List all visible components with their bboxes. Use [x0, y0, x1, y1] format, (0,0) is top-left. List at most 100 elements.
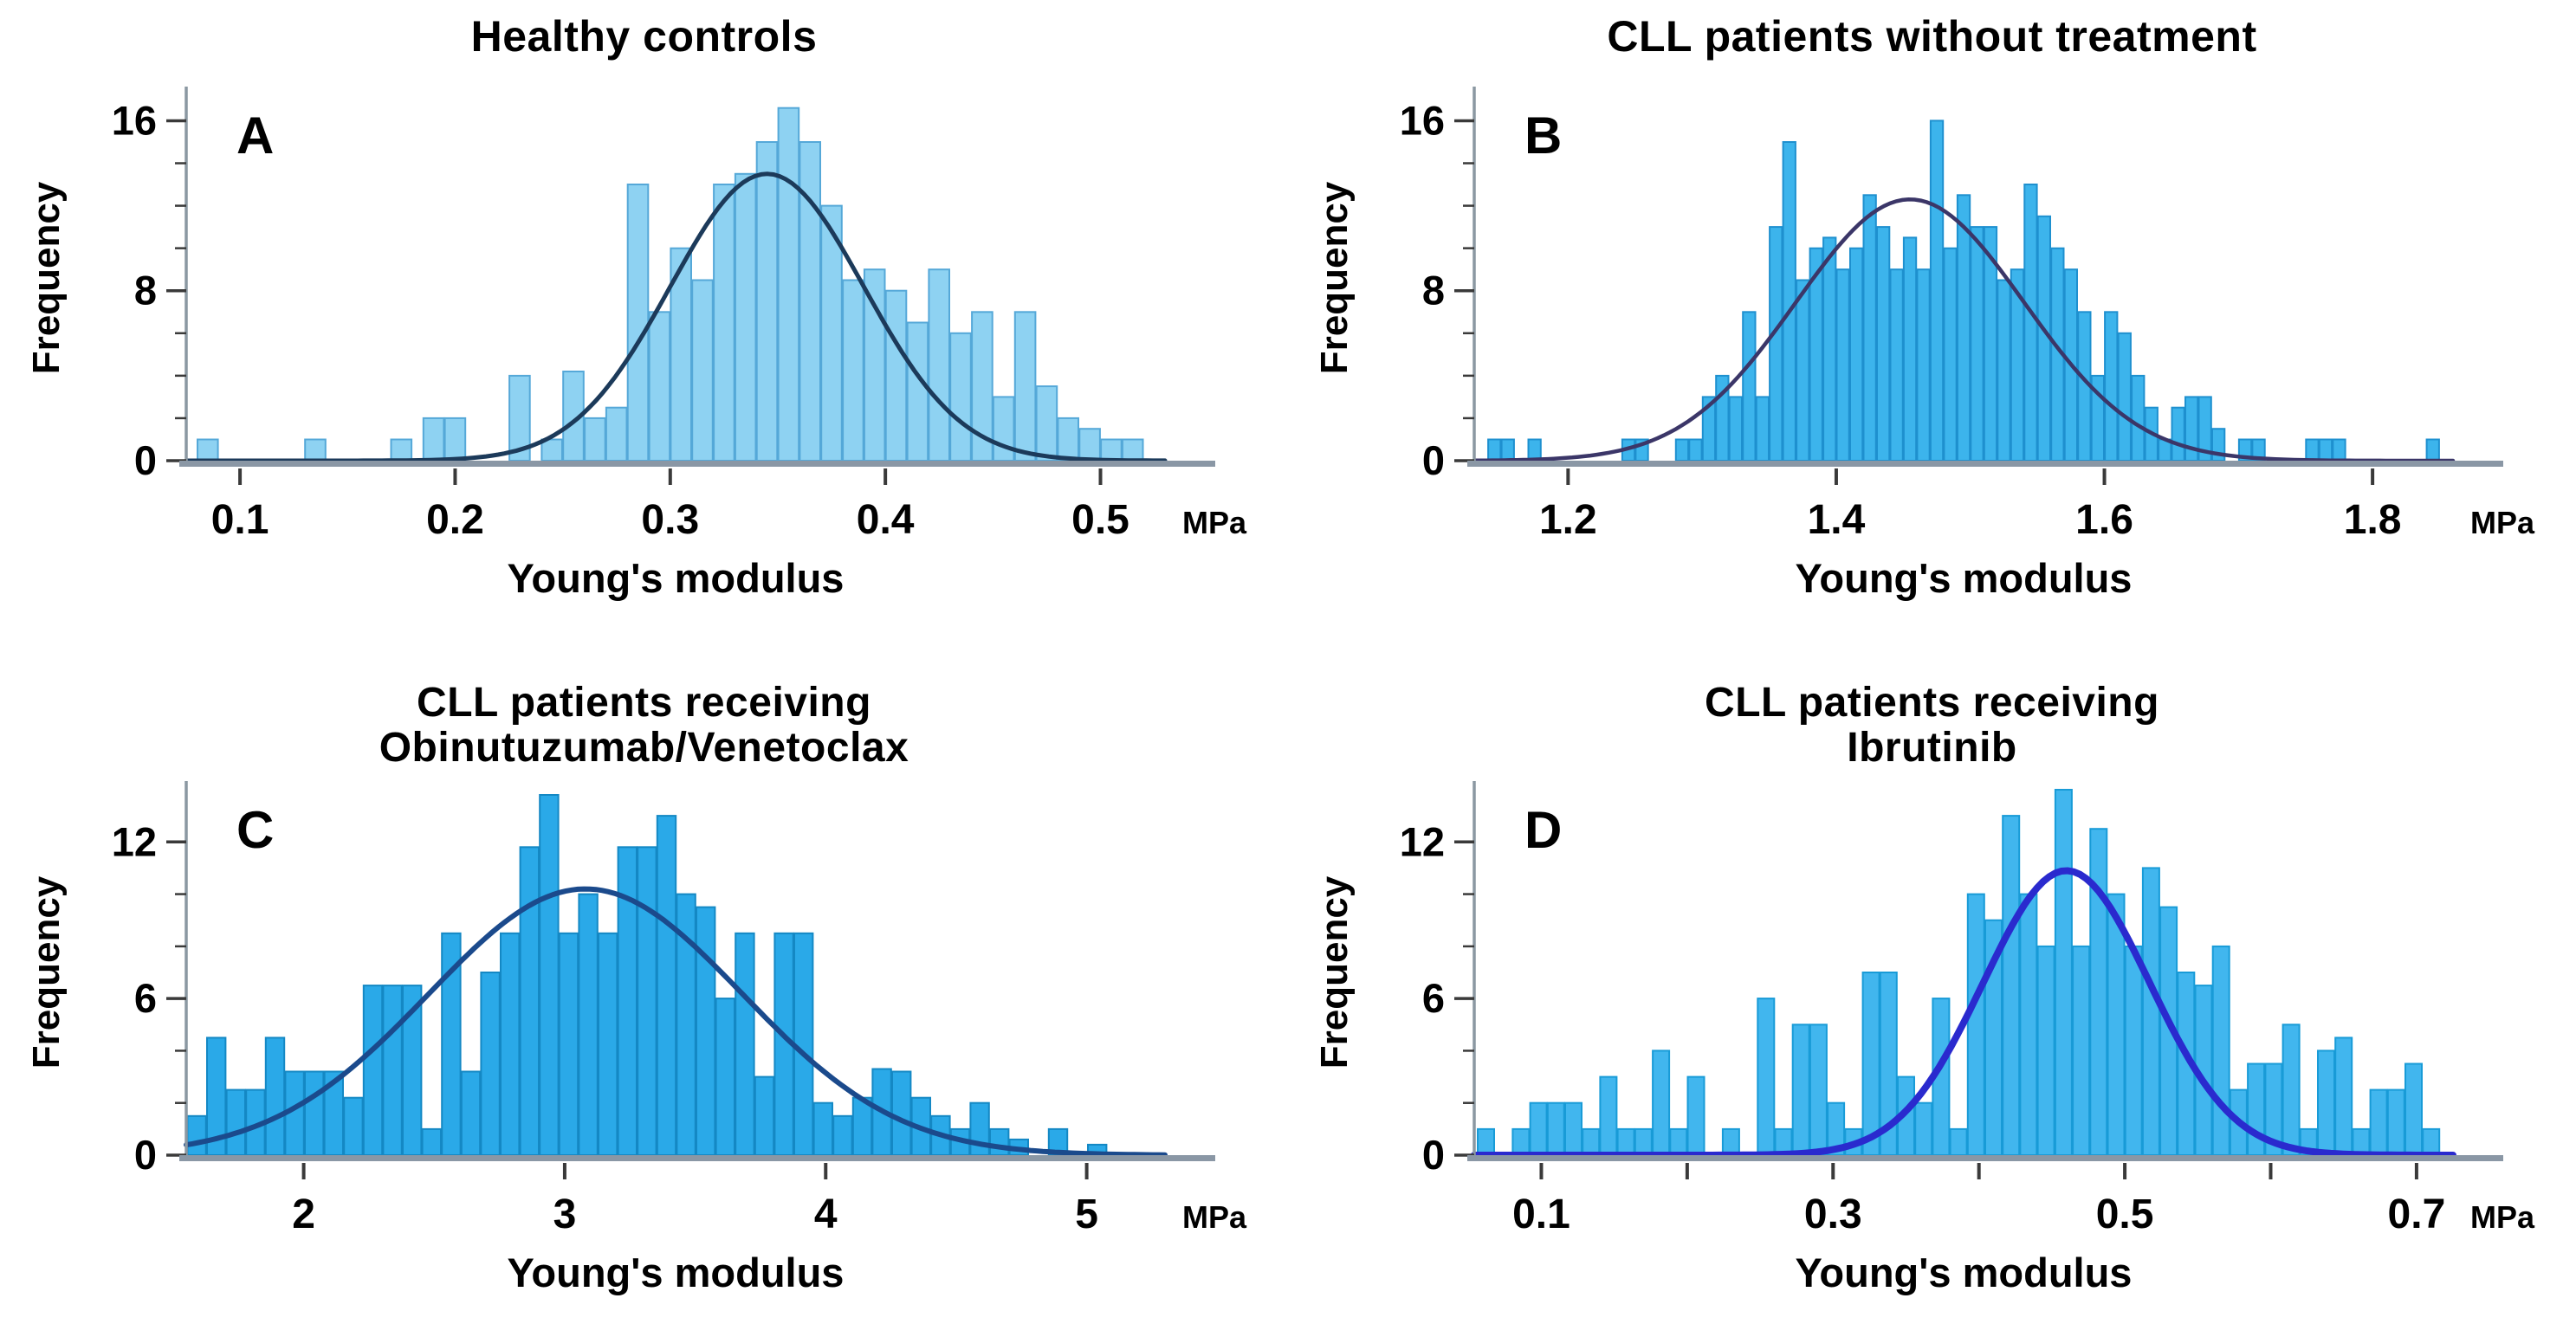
histogram-bar [1997, 279, 2011, 462]
x-tick-label: 1.2 [1539, 497, 1597, 543]
panel-title: Healthy controls [470, 12, 818, 61]
x-axis: 0.1 0.3 0.5 0.7 MPa [1512, 1163, 2535, 1237]
histogram-bar [584, 417, 606, 462]
histogram-bar [1057, 417, 1080, 462]
histogram-bar [1078, 428, 1101, 462]
histogram-bar [362, 985, 384, 1156]
x-unit-label: MPa [2470, 505, 2535, 540]
histogram-bar [480, 972, 501, 1156]
histogram-bar [1686, 1075, 1705, 1157]
histogram-bar [2002, 815, 2021, 1156]
histogram-bar [2023, 184, 2038, 462]
fit-curve [1471, 867, 2456, 1159]
chart-svg-B: 0 8 16 1.2 1.4 1.6 1.8 MPa Young's modulus Freque… [1313, 87, 2535, 601]
x-tick-label: 0.5 [1071, 497, 1129, 543]
x-axis-title: Young's modulus [1796, 1250, 2133, 1295]
y-tick-label: 16 [112, 97, 157, 143]
x-tick-label: 4 [814, 1192, 838, 1237]
y-tick-label: 0 [1422, 1132, 1445, 1178]
histogram-bar [540, 438, 564, 462]
histogram-bar [1835, 268, 1850, 462]
histogram-bar [1809, 1024, 1828, 1156]
panel-letter: B [1524, 107, 1562, 165]
histogram-bar [2422, 1127, 2441, 1156]
histogram-bar [304, 1070, 325, 1156]
histogram-bar [1929, 119, 1945, 462]
histogram-bars [1477, 789, 2441, 1157]
histogram-bar [648, 311, 671, 462]
histogram-bar [1862, 194, 1877, 462]
y-axis-title: Frequency [25, 875, 68, 1069]
histogram-bar [1889, 268, 1904, 462]
histogram-chart-healthy-controls: 0 8 16 0.1 0.2 0.3 0.4 0.5 MPa Young's modulus Fre… [9, 71, 1273, 625]
histogram-bar [1599, 1075, 1618, 1157]
x-tick-label: 0.4 [857, 497, 915, 543]
histogram-bar [1956, 194, 1971, 462]
histogram-bar [884, 289, 908, 462]
histogram-bar [949, 332, 972, 462]
histogram-bar [1100, 438, 1123, 462]
histogram-chart-cll-no-treatment: 0 8 16 1.2 1.4 1.6 1.8 MPa Young's modulus Freque… [1297, 71, 2561, 625]
histogram-bar [2117, 332, 2132, 462]
panel-title: CLL patients receiving Ibrutinib [1705, 680, 2159, 771]
histogram-bar [225, 1088, 247, 1157]
histogram-bar [1035, 385, 1058, 462]
histogram-bar [832, 1114, 853, 1156]
histogram-bar [2171, 406, 2185, 462]
y-axis: 0 8 16 [1400, 87, 1476, 483]
histogram-bar [1728, 396, 1744, 462]
y-tick-label: 12 [1400, 818, 1445, 864]
histogram-bar [906, 321, 929, 462]
histogram-bar [2054, 789, 2073, 1156]
histogram-bar [500, 932, 521, 1157]
histogram-bar [1511, 1127, 1531, 1156]
histogram-bar [713, 184, 735, 462]
x-axis-title: Young's modulus [508, 1250, 845, 1295]
histogram-bar [2425, 438, 2440, 462]
x-tick-label: 3 [553, 1192, 577, 1237]
histogram-bar [1796, 279, 1810, 462]
x-axis-title: Young's modulus [1796, 555, 2133, 601]
histogram-bar [2332, 438, 2346, 462]
histogram-bar [755, 141, 779, 462]
x-axis: 1.2 1.4 1.6 1.8 MPa [1539, 468, 2535, 543]
histogram-bar [1013, 311, 1037, 462]
x-axis: 2 3 4 5 MPa [292, 1163, 1247, 1237]
histogram-bar [304, 438, 327, 462]
panel-title: CLL patients without treatment [1607, 12, 2257, 61]
histogram-bar [1943, 247, 1958, 462]
x-axis-line [1467, 1155, 2503, 1161]
histogram-bar [1782, 141, 1796, 462]
histogram-bar [656, 815, 677, 1156]
x-tick-label: 0.1 [211, 497, 269, 543]
normal-distribution-curve [1471, 867, 2456, 1159]
histogram-bar [842, 279, 864, 462]
y-tick-label: 0 [1422, 437, 1445, 483]
histogram-bar [1902, 236, 1918, 462]
histogram-bar [754, 1075, 775, 1157]
histogram-bars [1487, 119, 2440, 462]
histogram-bar [1616, 1127, 1635, 1156]
x-tick-label: 0.2 [426, 497, 484, 543]
y-axis-title: Frequency [1313, 181, 1356, 374]
x-axis-line [1467, 461, 2503, 467]
x-unit-label: MPa [2470, 1199, 2535, 1235]
histogram-bar [1876, 226, 1891, 462]
y-tick-label: 6 [1422, 975, 1445, 1021]
histogram-bar [851, 1096, 873, 1157]
histogram-bar [2369, 1088, 2388, 1157]
panel-letter: D [1524, 801, 1562, 859]
histogram-bar [1914, 1101, 1933, 1157]
x-tick-label: 0.3 [641, 497, 699, 543]
y-axis-title: Frequency [1313, 875, 1356, 1069]
x-axis-line [179, 461, 1215, 467]
histogram-bar [1477, 1127, 1495, 1156]
histogram-bar [812, 1101, 833, 1157]
histogram-bar [1822, 236, 1837, 462]
histogram-bar [2089, 828, 2108, 1156]
histogram-bar [1546, 1101, 1565, 1157]
histogram-bar [2305, 438, 2320, 462]
y-tick-label: 8 [134, 268, 157, 313]
panel-cll-obinutuzumab-venetoclax: CLL patients receiving Obinutuzumab/Vene… [0, 658, 1288, 1314]
histogram-bars [186, 794, 1108, 1157]
